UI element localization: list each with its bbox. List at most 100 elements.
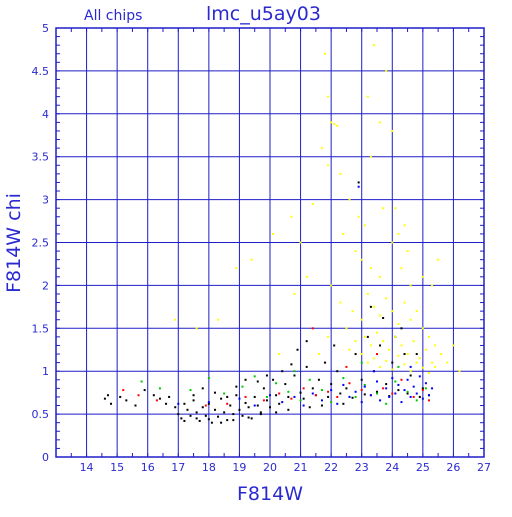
data-point — [354, 250, 357, 253]
data-point — [458, 370, 461, 373]
data-point — [207, 401, 210, 404]
data-point — [122, 389, 125, 392]
data-point — [241, 414, 244, 417]
x-tick-label: 22 — [324, 461, 338, 474]
data-point — [397, 323, 400, 326]
data-point — [189, 389, 192, 392]
data-point — [376, 353, 378, 356]
data-point — [152, 394, 155, 397]
data-point — [415, 353, 418, 356]
data-point — [103, 397, 106, 400]
data-point — [372, 44, 375, 47]
data-point — [360, 378, 363, 381]
data-point — [412, 385, 415, 388]
data-point — [437, 258, 440, 261]
data-point — [379, 365, 382, 368]
data-point — [379, 275, 382, 278]
data-point — [265, 399, 268, 402]
data-point — [339, 392, 342, 395]
data-point — [244, 395, 247, 398]
y-tick-label: 3 — [42, 194, 49, 207]
data-point — [342, 402, 345, 405]
data-point — [320, 404, 323, 407]
data-point — [391, 241, 394, 244]
data-point — [299, 399, 302, 402]
data-point — [421, 387, 424, 390]
data-point — [446, 361, 449, 364]
data-point — [192, 394, 195, 397]
data-point — [253, 395, 256, 398]
data-point — [452, 344, 455, 347]
data-point — [397, 389, 400, 392]
data-point — [357, 215, 360, 218]
data-point — [256, 404, 259, 407]
data-point — [293, 370, 296, 373]
data-point — [382, 317, 385, 319]
data-point — [434, 365, 437, 368]
x-tick-label: 20 — [263, 461, 277, 474]
data-point — [204, 414, 207, 417]
data-point — [391, 392, 394, 395]
data-point — [293, 292, 296, 295]
data-point — [382, 207, 385, 210]
x-tick-label: 27 — [477, 461, 491, 474]
data-point — [421, 366, 424, 369]
data-point — [333, 344, 336, 347]
x-tick-label: 19 — [232, 461, 246, 474]
x-tick-label: 14 — [80, 461, 94, 474]
data-point — [305, 340, 308, 343]
data-point — [394, 392, 397, 395]
data-point — [311, 392, 314, 395]
data-point — [207, 377, 210, 380]
data-point — [177, 402, 180, 405]
data-point — [415, 392, 418, 395]
data-point — [226, 402, 229, 405]
data-point — [440, 353, 443, 356]
data-point — [339, 172, 342, 175]
data-point — [235, 385, 238, 388]
data-point — [210, 421, 213, 424]
data-point — [229, 404, 232, 407]
data-point — [403, 389, 406, 392]
data-point — [348, 348, 351, 351]
data-point — [272, 232, 275, 235]
y-tick-label: 0 — [42, 451, 49, 464]
y-tick-label: 4.5 — [32, 65, 50, 78]
data-point — [158, 387, 161, 390]
data-point — [238, 408, 241, 411]
data-point — [195, 417, 198, 420]
data-point — [400, 267, 403, 270]
data-point — [345, 387, 348, 390]
data-point — [415, 361, 418, 364]
data-point — [253, 404, 256, 407]
data-point — [403, 353, 406, 356]
x-tick-label: 18 — [202, 461, 216, 474]
data-point — [177, 413, 180, 416]
data-point — [330, 389, 333, 392]
data-point — [427, 394, 430, 397]
data-point — [406, 250, 409, 253]
data-point — [379, 314, 382, 317]
data-point — [119, 395, 122, 398]
data-point — [409, 318, 412, 321]
data-point — [134, 404, 137, 407]
data-point — [372, 370, 375, 373]
data-point — [351, 310, 354, 313]
data-point — [189, 414, 192, 417]
data-point — [360, 389, 363, 392]
y-tick-labels: 0 0.5 1 1.5 2 2.5 3 3.5 4 4.5 5 — [32, 22, 50, 464]
x-tick-labels: 14 15 16 17 18 19 20 21 22 23 24 25 26 27 — [80, 461, 491, 474]
data-point — [363, 383, 366, 386]
data-point — [397, 365, 400, 368]
data-point — [391, 377, 394, 380]
data-point — [330, 401, 333, 404]
x-tick-label: 25 — [416, 461, 430, 474]
data-point — [421, 275, 424, 278]
data-point — [213, 408, 216, 411]
data-point — [376, 331, 378, 334]
data-point — [275, 382, 278, 385]
data-point — [366, 292, 369, 295]
data-point — [431, 361, 434, 364]
data-point — [302, 404, 305, 407]
